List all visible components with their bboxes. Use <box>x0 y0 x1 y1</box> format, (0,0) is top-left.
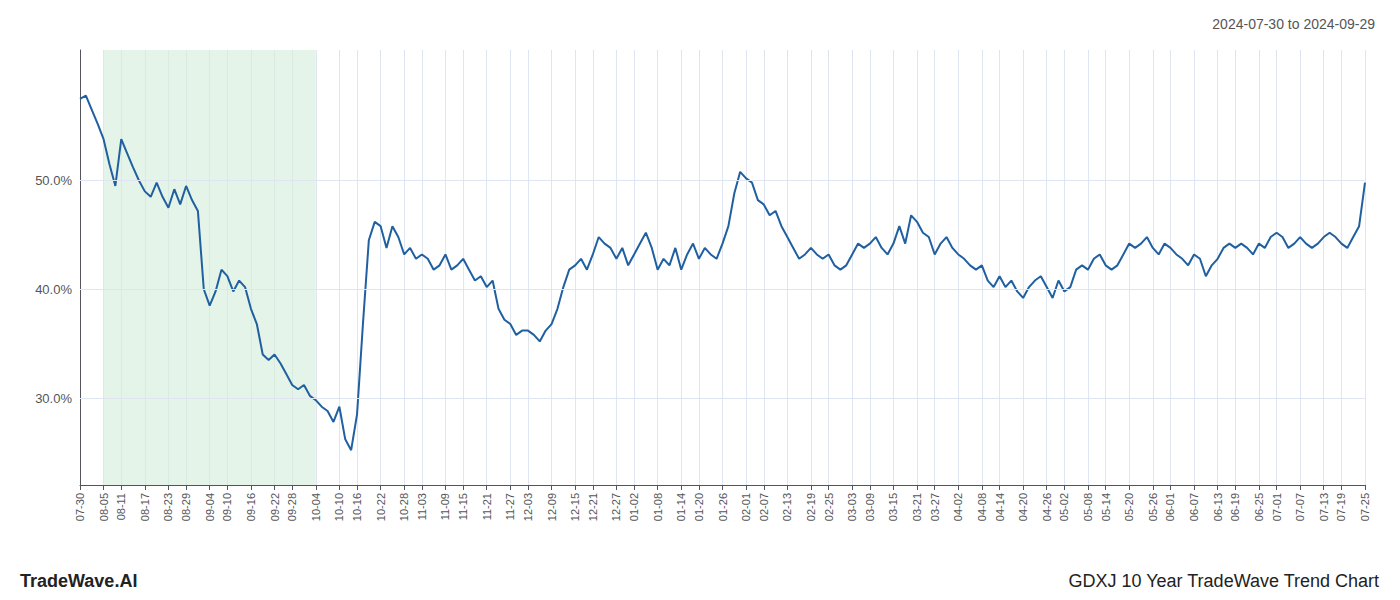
svg-text:07-30: 07-30 <box>74 493 86 521</box>
svg-text:06-07: 06-07 <box>1188 493 1200 521</box>
svg-text:02-01: 02-01 <box>740 493 752 521</box>
svg-text:11-21: 11-21 <box>481 493 493 520</box>
svg-text:02-13: 02-13 <box>781 493 793 521</box>
svg-text:04-08: 04-08 <box>976 493 988 521</box>
svg-text:11-15: 11-15 <box>457 493 469 520</box>
svg-text:01-26: 01-26 <box>717 493 729 521</box>
svg-text:07-25: 07-25 <box>1359 493 1371 521</box>
svg-text:02-07: 02-07 <box>758 493 770 521</box>
svg-text:12-09: 12-09 <box>546 493 558 521</box>
svg-text:05-14: 05-14 <box>1100 493 1112 521</box>
svg-text:04-20: 04-20 <box>1017 493 1029 521</box>
svg-text:11-03: 11-03 <box>416 493 428 520</box>
svg-text:07-07: 07-07 <box>1294 493 1306 521</box>
svg-text:04-14: 04-14 <box>994 493 1006 521</box>
svg-text:10-10: 10-10 <box>333 493 345 521</box>
svg-text:06-25: 06-25 <box>1253 493 1265 521</box>
svg-text:03-21: 03-21 <box>911 493 923 521</box>
svg-text:08-29: 08-29 <box>180 493 192 521</box>
svg-text:02-25: 02-25 <box>823 493 835 521</box>
svg-text:08-11: 08-11 <box>115 493 127 520</box>
svg-text:GDXJ 10 Year TradeWave Trend C: GDXJ 10 Year TradeWave Trend Chart <box>1069 571 1380 591</box>
svg-text:05-26: 05-26 <box>1147 493 1159 521</box>
svg-text:12-15: 12-15 <box>569 493 581 521</box>
svg-text:12-03: 12-03 <box>522 493 534 521</box>
svg-text:10-16: 10-16 <box>351 493 363 521</box>
svg-text:12-21: 12-21 <box>587 493 599 521</box>
svg-text:40.0%: 40.0% <box>35 282 72 297</box>
svg-text:10-28: 10-28 <box>398 493 410 521</box>
svg-text:01-14: 01-14 <box>675 493 687 521</box>
svg-text:01-02: 01-02 <box>628 493 640 521</box>
svg-text:09-10: 09-10 <box>221 493 233 521</box>
svg-text:03-03: 03-03 <box>846 493 858 521</box>
svg-text:03-09: 03-09 <box>864 493 876 521</box>
svg-text:08-05: 08-05 <box>98 493 110 521</box>
svg-text:04-26: 04-26 <box>1041 493 1053 521</box>
svg-text:11-27: 11-27 <box>504 493 516 520</box>
svg-text:07-01: 07-01 <box>1271 493 1283 521</box>
svg-text:08-23: 08-23 <box>162 493 174 521</box>
svg-text:08-17: 08-17 <box>139 493 151 521</box>
svg-text:11-09: 11-09 <box>439 493 451 520</box>
svg-text:04-02: 04-02 <box>952 493 964 521</box>
svg-text:50.0%: 50.0% <box>35 173 72 188</box>
svg-text:01-20: 01-20 <box>693 493 705 521</box>
svg-text:09-22: 09-22 <box>269 493 281 521</box>
svg-text:TradeWave.AI: TradeWave.AI <box>20 571 137 591</box>
svg-text:05-20: 05-20 <box>1123 493 1135 521</box>
svg-text:03-27: 03-27 <box>929 493 941 521</box>
svg-text:03-15: 03-15 <box>887 493 899 521</box>
svg-text:06-19: 06-19 <box>1229 493 1241 521</box>
svg-text:07-13: 07-13 <box>1318 493 1330 521</box>
svg-text:06-01: 06-01 <box>1164 493 1176 521</box>
svg-text:12-27: 12-27 <box>610 493 622 521</box>
svg-text:05-08: 05-08 <box>1082 493 1094 521</box>
svg-text:10-04: 10-04 <box>310 493 322 521</box>
svg-text:30.0%: 30.0% <box>35 391 72 406</box>
svg-text:06-13: 06-13 <box>1212 493 1224 521</box>
svg-text:09-28: 09-28 <box>286 493 298 521</box>
svg-text:07-19: 07-19 <box>1335 493 1347 521</box>
svg-text:2024-07-30 to 2024-09-29: 2024-07-30 to 2024-09-29 <box>1212 16 1375 32</box>
svg-text:09-16: 09-16 <box>245 493 257 521</box>
svg-text:02-19: 02-19 <box>805 493 817 521</box>
svg-text:09-04: 09-04 <box>204 493 216 521</box>
svg-text:05-02: 05-02 <box>1058 493 1070 521</box>
svg-text:10-22: 10-22 <box>375 493 387 521</box>
svg-text:01-08: 01-08 <box>652 493 664 521</box>
